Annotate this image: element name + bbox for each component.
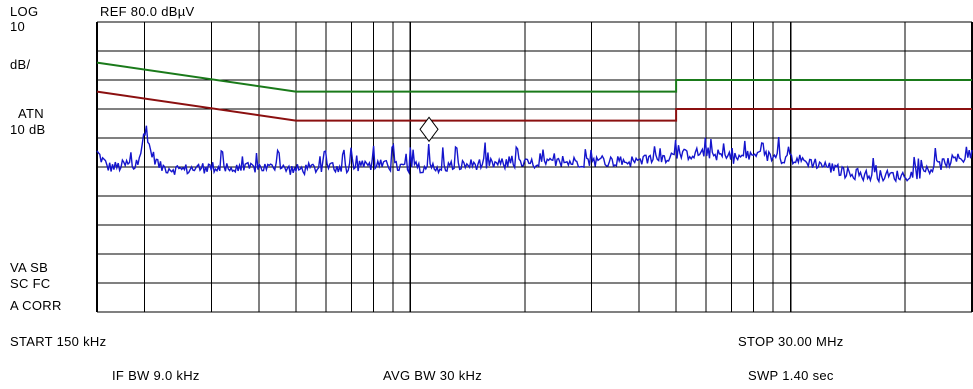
- measurement-trace: [96, 125, 973, 184]
- stop-frequency: STOP 30.00 MHz: [738, 334, 844, 349]
- db-per-div-label: dB/: [10, 57, 31, 72]
- attenuation-label: ATN: [18, 106, 44, 121]
- reference-level: REF 80.0 dBµV: [100, 4, 195, 19]
- limit-line: [96, 90, 972, 122]
- vasb-label: VA SB: [10, 260, 49, 275]
- amplitude-correction-label: A CORR: [10, 298, 62, 313]
- marker-diamond: [419, 116, 439, 143]
- chart-marker: [419, 116, 439, 143]
- start-frequency: START 150 kHz: [10, 334, 107, 349]
- chart-series: [96, 61, 973, 184]
- if-bandwidth: IF BW 9.0 kHz: [112, 368, 200, 383]
- attenuation-value: 10 dB: [10, 122, 46, 137]
- log-value: 10: [10, 19, 26, 34]
- log-label: LOG: [10, 4, 39, 19]
- sweep-time: SWP 1.40 sec: [748, 368, 834, 383]
- average-bandwidth: AVG BW 30 kHz: [383, 368, 483, 383]
- limit-line: [96, 61, 972, 93]
- scfc-label: SC FC: [10, 276, 51, 291]
